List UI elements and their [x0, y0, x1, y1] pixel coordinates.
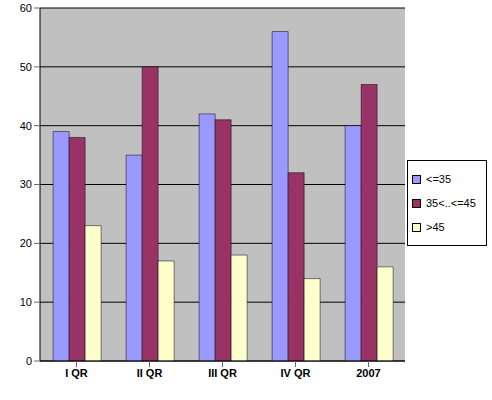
- svg-text:50: 50: [20, 61, 32, 73]
- svg-text:I QR: I QR: [65, 367, 88, 379]
- svg-text:2007: 2007: [356, 367, 380, 379]
- svg-text:0: 0: [26, 355, 32, 367]
- html-text:35<..<=45: 35<..<=45: [426, 197, 476, 209]
- svg-text:40: 40: [20, 120, 32, 132]
- svg-text:30: 30: [20, 178, 32, 190]
- html-text:>45: >45: [426, 221, 445, 233]
- svg-text:III QR: III QR: [208, 367, 237, 379]
- svg-text:60: 60: [20, 2, 32, 14]
- svg-text:20: 20: [20, 237, 32, 249]
- html-text:<=35: <=35: [426, 173, 452, 185]
- svg-text:10: 10: [20, 296, 32, 308]
- svg-text:II QR: II QR: [137, 367, 163, 379]
- svg-text:IV QR: IV QR: [281, 367, 311, 379]
